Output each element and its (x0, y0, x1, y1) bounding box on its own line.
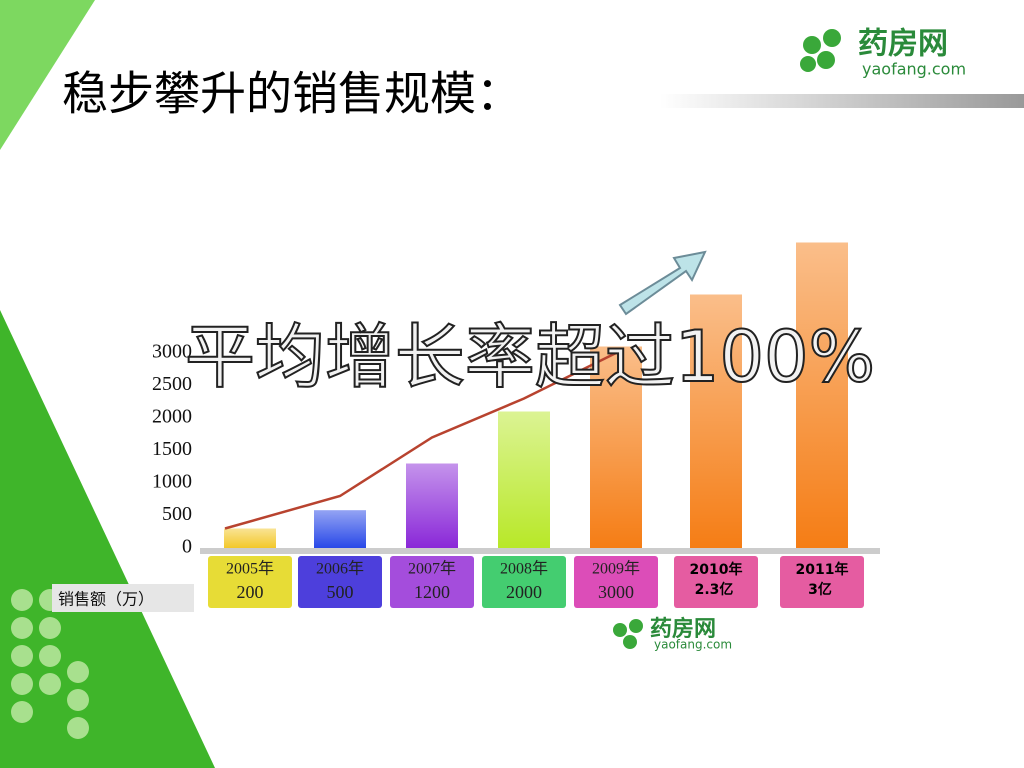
sub-label: 2.3亿 (695, 581, 734, 598)
x-tick-label: 2009年 (592, 560, 640, 578)
y-tick-label: 3000 (152, 341, 192, 363)
category-box (482, 556, 566, 608)
y-tick-label: 1000 (152, 471, 192, 493)
logo-url: yaofang.com (862, 60, 966, 79)
logo-small: 药房网 yaofang.com (613, 616, 732, 652)
x-tick-label: 2005年 (226, 560, 274, 578)
category-box (208, 556, 292, 608)
logo-url: yaofang.com (654, 638, 732, 652)
bar-shine (406, 463, 458, 548)
x-tick-label: 2007年 (408, 560, 456, 578)
category-box (574, 556, 658, 608)
baseline (200, 548, 880, 554)
sub-label: 200 (237, 582, 264, 602)
bar-shine (224, 528, 276, 548)
y-tick-label: 2000 (152, 406, 192, 428)
arrow (618, 250, 707, 316)
decor (0, 0, 95, 150)
sub-label: 500 (327, 582, 354, 602)
x-tick-label: 2011年 (796, 561, 849, 578)
annotation: 平均增长率超过100% (185, 316, 875, 398)
bar-shine (498, 411, 550, 548)
category-box (298, 556, 382, 608)
title-rule (660, 94, 1024, 108)
y-tick-label: 0 (182, 536, 192, 558)
trend-line (224, 351, 617, 530)
bar-shine (796, 242, 848, 548)
x-tick-label: 2010年 (690, 561, 743, 578)
logo-name: 药房网 (858, 27, 948, 62)
sub-label: 1200 (414, 582, 450, 602)
sub-label: 3亿 (808, 581, 832, 598)
x-tick-label: 2006年 (316, 560, 364, 578)
x-tick-label: 2008年 (500, 560, 548, 578)
logo-name: 药房网 (650, 616, 716, 642)
y-tick-label: 1500 (152, 438, 192, 460)
category-box (780, 556, 864, 608)
axis-label: 销售额（万） (58, 591, 154, 609)
y-tick-label: 500 (162, 503, 192, 525)
bar-shine (314, 510, 366, 548)
category-box (674, 556, 758, 608)
bar-shine (690, 294, 742, 548)
category-box (390, 556, 474, 608)
ylabel-box (52, 584, 194, 612)
sub-label: 3000 (598, 582, 634, 602)
logo: 药房网 yaofang.com (800, 27, 966, 79)
y-tick-label: 2500 (152, 373, 192, 395)
bar-shine (590, 346, 642, 548)
sub-label: 2000 (506, 582, 542, 602)
slide-title: 稳步攀升的销售规模： (62, 67, 522, 121)
plot: 0 500 1000 1500 2000 2500 3000 2005年 200 2006年 500… (152, 242, 880, 608)
